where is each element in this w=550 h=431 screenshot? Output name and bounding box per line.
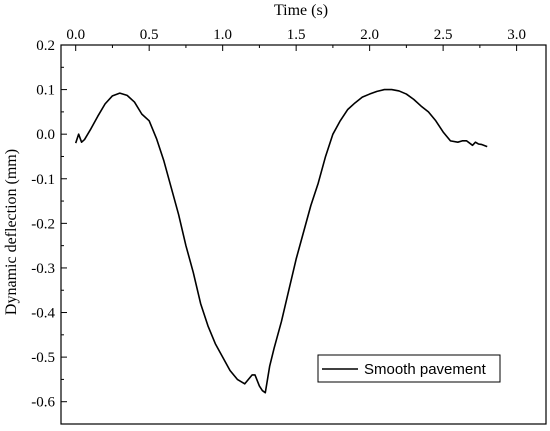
x-tick-label: 0.5 — [140, 27, 159, 43]
y-tick-label: -0.5 — [31, 350, 55, 366]
y-tick-label: -0.3 — [31, 261, 55, 277]
y-tick-label: -0.4 — [31, 306, 55, 322]
legend: Smooth pavement — [317, 354, 501, 383]
y-tick-label: 0.1 — [36, 83, 55, 99]
x-tick-label: 1.5 — [287, 27, 306, 43]
series-line-smooth-pavement — [74, 88, 488, 394]
x-tick-label: 0.0 — [66, 27, 85, 43]
y-tick-label: -0.6 — [31, 395, 55, 411]
x-axis-title: Time (s) — [274, 2, 328, 19]
y-tick-label: -0.1 — [31, 172, 55, 188]
x-tick-label: 1.0 — [213, 27, 232, 43]
x-tick-label: 2.5 — [434, 27, 453, 43]
y-tick-label: 0.0 — [36, 127, 55, 143]
legend-label-smooth-pavement: Smooth pavement — [364, 361, 487, 378]
x-tick-label: 2.0 — [360, 27, 379, 43]
x-tick-label: 3.0 — [507, 27, 526, 43]
y-tick-label: -0.2 — [31, 216, 55, 232]
plot-area-frame — [60, 44, 547, 425]
y-axis-title: Dynamic deflection (mm) — [3, 149, 20, 315]
y-tick-label: 0.2 — [36, 38, 55, 54]
